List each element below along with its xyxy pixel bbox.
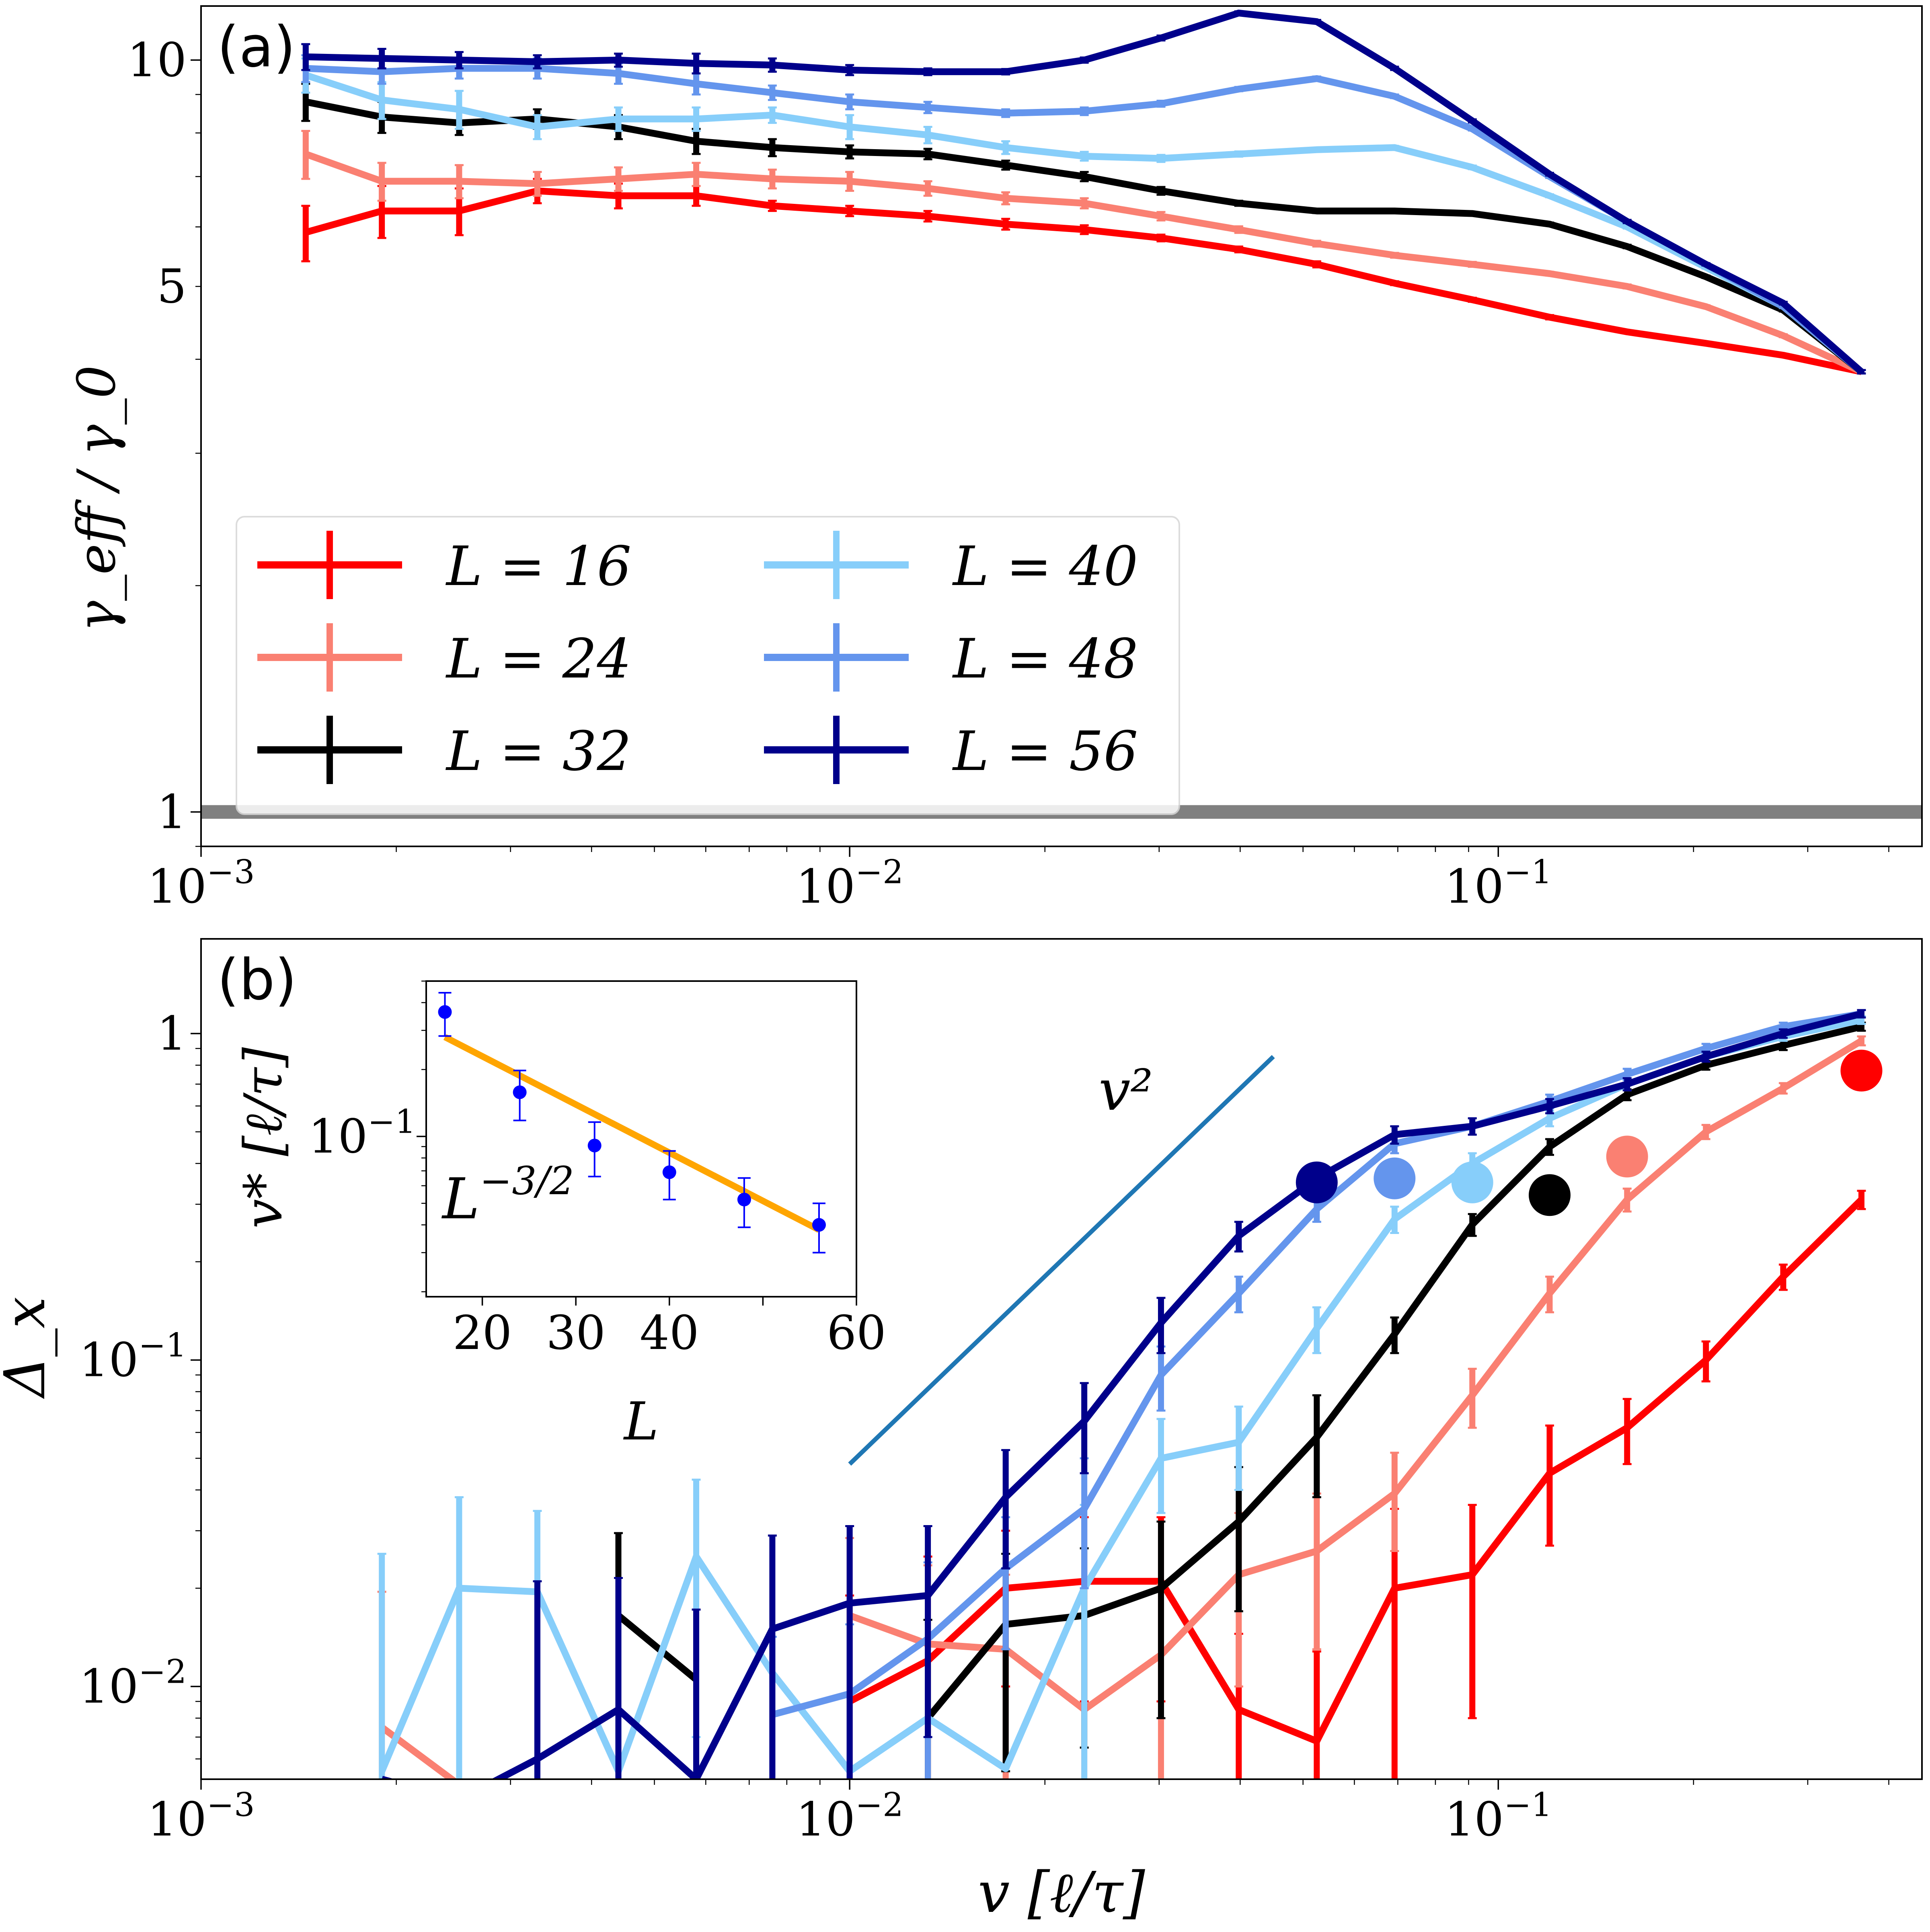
- inset-x-tick-label: 40: [640, 1306, 699, 1360]
- legend-label: L = 24: [445, 627, 631, 690]
- inset-point: [587, 1138, 602, 1152]
- fit-line: [443, 1034, 821, 1233]
- inset-point: [737, 1193, 751, 1207]
- x-axis-label: v [ℓ/τ]: [978, 1860, 1145, 1926]
- threshold-marker: [1296, 1161, 1338, 1203]
- inset: 20 30 40 60 10−1 Lv* [ℓ/τ] L−3/2: [233, 980, 886, 1452]
- threshold-marker: [1840, 1049, 1883, 1092]
- axes-frame: [200, 5, 1923, 847]
- threshold-marker: [1529, 1174, 1571, 1216]
- inset-point: [662, 1165, 676, 1179]
- legend-frame: [236, 516, 1180, 815]
- v-squared-guide-line: [848, 1055, 1275, 1466]
- legend-item: L = 16: [257, 531, 631, 599]
- y-tick-label: 10: [127, 33, 187, 87]
- threshold-marker: [1374, 1157, 1416, 1199]
- series-line: [848, 1197, 1864, 1745]
- threshold-marker: [1606, 1135, 1648, 1178]
- y-tick-label: 1: [157, 1006, 187, 1061]
- x-tick-label: 10−3: [147, 853, 255, 914]
- panel-label: (a): [217, 14, 296, 80]
- series-L24: [301, 130, 1866, 375]
- inset-x-tick-label: 20: [453, 1306, 512, 1360]
- y-axis-label: γ_eff / γ_0: [66, 365, 127, 632]
- v-squared-annotation: v²: [1098, 1058, 1153, 1123]
- legend-label: L = 56: [952, 720, 1138, 783]
- legend-item: L = 32: [257, 716, 631, 784]
- threshold-marker: [1451, 1161, 1493, 1203]
- inset-point: [438, 1005, 452, 1019]
- x-tick-label: 10−3: [147, 1786, 255, 1847]
- series-L56: [382, 1009, 1866, 1779]
- x-tick-label: 10−1: [1445, 1786, 1552, 1847]
- inset-point: [812, 1218, 826, 1232]
- inset-frame: [425, 980, 857, 1298]
- inset-x-tick-label: 60: [827, 1306, 886, 1360]
- series-L56: [301, 9, 1866, 375]
- inset-x-axis-label: L: [623, 1391, 659, 1452]
- legend-item: L = 48: [764, 623, 1138, 692]
- y-tick-label: 5: [157, 259, 187, 314]
- legend-label: L = 48: [952, 627, 1138, 690]
- inset-x-tick-label: 30: [546, 1306, 606, 1360]
- y-tick-label: 10−1: [79, 1327, 187, 1388]
- x-tick-label: 10−1: [1445, 853, 1552, 914]
- legend-item: L = 40: [764, 531, 1138, 599]
- inset-point: [513, 1085, 527, 1099]
- y-axis-label: Δ_x: [0, 1297, 58, 1399]
- plot-area: [377, 1009, 1866, 1779]
- y-tick-label: 1: [157, 785, 187, 839]
- legend-label: L = 32: [445, 720, 631, 783]
- legend-item: L = 24: [257, 623, 631, 692]
- fit-label: L−3/2: [441, 1158, 574, 1232]
- x-tick-label: 10−2: [796, 853, 903, 914]
- x-tick-label: 10−2: [796, 1786, 903, 1847]
- panel-b: 10−3 10−2 10−1 10−2 10−1 1 (b) Δ_xv [ℓ/τ] v²: [0, 938, 1923, 1926]
- series-line: [771, 1010, 1862, 1718]
- y-tick-label: 10−2: [79, 1653, 187, 1714]
- panel-label: (b): [217, 947, 297, 1013]
- inset-y-axis-label: v* [ℓ/τ]: [233, 1047, 294, 1228]
- legend-item: L = 56: [764, 716, 1138, 784]
- series-line: [306, 9, 1864, 374]
- inset-y-tick-label: 10−1: [308, 1103, 416, 1164]
- legend-label: L = 40: [952, 535, 1138, 598]
- series-line: [304, 72, 1864, 375]
- legend: L = 16 L = 24 L = 32 L = 40 L = 48 L = 56: [236, 516, 1180, 815]
- axes-frame: [200, 938, 1923, 1780]
- series-line: [382, 1010, 1862, 1779]
- series-line: [304, 151, 1863, 375]
- legend-label: L = 16: [445, 535, 631, 598]
- series-line: [305, 187, 1862, 375]
